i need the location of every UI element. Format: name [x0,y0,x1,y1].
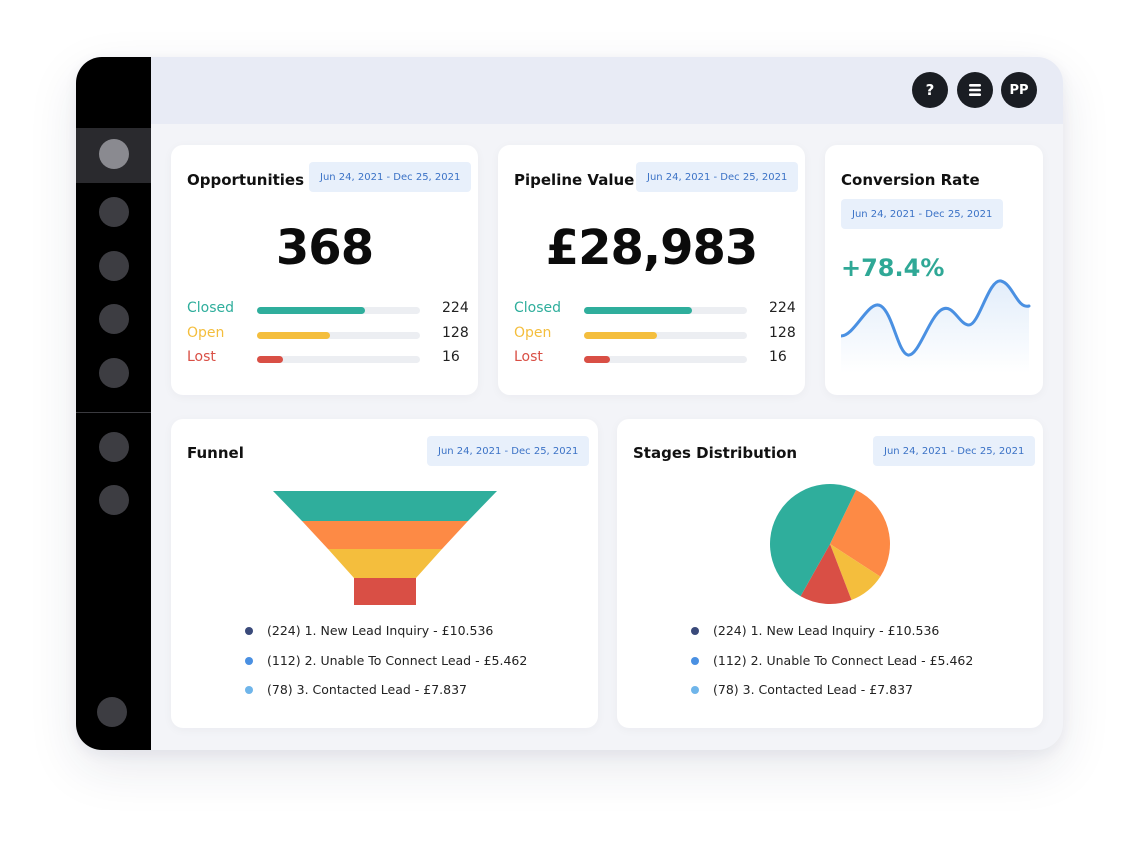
sidebar-item-3-icon[interactable] [99,251,129,281]
menu-button[interactable] [957,72,993,108]
sidebar-item-1-icon[interactable] [99,139,129,169]
stat-label: Open [514,325,552,341]
pie-slice-1 [830,489,890,577]
pie-slice-3 [800,544,852,604]
legend-text: (78) 3. Contacted Lead - £7.837 [267,682,467,697]
progress-fill [584,356,611,363]
progress-track [584,332,747,339]
stat-label: Lost [514,349,543,365]
sidebar-divider [76,412,151,413]
sidebar [76,57,151,750]
funnel-chart [273,491,497,605]
funnel-title: Funnel [187,444,244,462]
progress-track [257,356,420,363]
progress-track [584,356,747,363]
pie-slice-2 [830,544,881,601]
stat-value: 16 [769,349,787,365]
progress-fill [257,332,331,339]
top-bar: ? PP [151,57,1063,124]
stages-title: Stages Distribution [633,444,798,462]
menu-icon [969,84,981,96]
progress-fill [584,332,658,339]
conversion-date-range[interactable]: Jun 24, 2021 - Dec 25, 2021 [841,199,1004,229]
stages-card: Stages Distribution Jun 24, 2021 - Dec 2… [617,419,1043,728]
funnel-stage-1 [273,491,497,521]
legend-dot [245,627,253,635]
conversion-title: Conversion Rate [841,171,980,189]
help-icon: ? [925,81,935,99]
progress-fill [257,307,365,314]
funnel-card: Funnel Jun 24, 2021 - Dec 25, 2021 (224)… [171,419,598,728]
stat-value: 16 [442,349,460,365]
stat-label: Closed [187,300,235,316]
opportunities-lost-row: Lost 16 [187,349,466,369]
progress-track [257,307,420,314]
stages-pie-chart [769,483,890,604]
stat-label: Open [187,325,225,341]
stat-label: Lost [187,349,216,365]
stages-date-range[interactable]: Jun 24, 2021 - Dec 25, 2021 [873,436,1036,466]
progress-track [257,332,420,339]
conversion-sparkline [841,279,1031,373]
stat-value: 224 [769,300,796,316]
sidebar-bottom-icon[interactable] [97,697,127,727]
legend-dot [691,627,699,635]
legend-dot [691,686,699,694]
help-button[interactable]: ? [912,72,948,108]
sidebar-item-2-icon[interactable] [99,197,129,227]
funnel-date-range[interactable]: Jun 24, 2021 - Dec 25, 2021 [427,436,590,466]
avatar-initials: PP [1009,82,1029,98]
legend-text: (112) 2. Unable To Connect Lead - £5.462 [267,652,528,668]
pipeline-open-row: Open 128 [514,325,796,345]
opportunities-card: Opportunities Jun 24, 2021 - Dec 25, 202… [171,145,478,395]
legend-dot [691,656,699,665]
pie-slice-4 [769,483,857,597]
conversion-value: +78.4% [841,254,945,282]
pipeline-date-range[interactable]: Jun 24, 2021 - Dec 25, 2021 [636,162,799,192]
opportunities-total: 368 [275,220,374,276]
progress-track [584,307,747,314]
funnel-stage-2 [302,521,468,549]
progress-fill [584,307,692,314]
opportunities-open-row: Open 128 [187,325,469,345]
progress-fill [257,356,284,363]
sparkline-line [841,279,1031,357]
stat-value: 128 [769,325,796,341]
pipeline-card: Pipeline Value Jun 24, 2021 - Dec 25, 20… [498,145,805,395]
sparkline-area [841,280,1029,373]
pipeline-total: £28,983 [545,220,759,276]
legend-dot [245,686,253,694]
sidebar-item-4-icon[interactable] [99,304,129,334]
pipeline-closed-row: Closed 224 [514,300,796,320]
legend-text: (112) 2. Unable To Connect Lead - £5.462 [713,652,974,668]
sidebar-item-5-icon[interactable] [99,358,129,388]
legend-text: (224) 1. New Lead Inquiry - £10.536 [713,623,940,638]
funnel-stage-4 [354,578,416,605]
funnel-stage-3 [328,549,442,578]
opportunities-date-range[interactable]: Jun 24, 2021 - Dec 25, 2021 [309,162,472,192]
pipeline-lost-row: Lost 16 [514,349,793,369]
opportunities-closed-row: Closed 224 [187,300,469,320]
legend-text: (224) 1. New Lead Inquiry - £10.536 [267,623,494,638]
opportunities-title: Opportunities [187,171,305,189]
stat-value: 128 [442,325,469,341]
sidebar-item-7-icon[interactable] [99,485,129,515]
conversion-card: Conversion Rate Jun 24, 2021 - Dec 25, 2… [825,145,1043,395]
legend-text: (78) 3. Contacted Lead - £7.837 [713,682,913,697]
sidebar-item-6-icon[interactable] [99,432,129,462]
stat-label: Closed [514,300,562,316]
legend-dot [245,656,253,665]
pipeline-title: Pipeline Value [514,171,635,189]
stat-value: 224 [442,300,469,316]
user-avatar-button[interactable]: PP [1001,72,1037,108]
dashboard-window: ? PP Opportunities Jun 24, 2021 - Dec 25… [76,57,1063,750]
